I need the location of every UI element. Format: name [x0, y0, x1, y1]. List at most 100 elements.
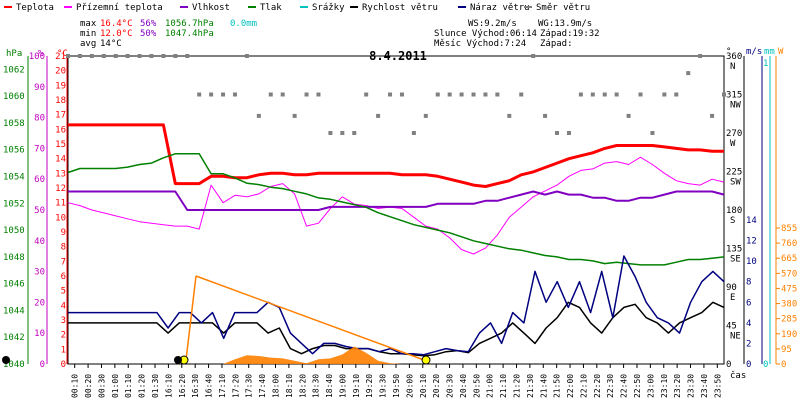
axis-pct-tick: 30 — [34, 268, 45, 278]
x-tick-label: 20:40 — [459, 374, 468, 398]
axis-dir-tick: 180 — [726, 206, 742, 216]
axis-ms-label: m/s — [746, 47, 762, 57]
x-tick-label: 17:40 — [258, 374, 267, 398]
stats-press-0: 1056.7hPa — [165, 19, 214, 29]
axis-w-tick: 190 — [781, 330, 797, 340]
axis-hpa-label: hPa — [6, 49, 22, 59]
axis-w-tick: 855 — [781, 224, 797, 234]
x-tick-label: 22:20 — [593, 374, 602, 398]
legend-label-3: Tlak — [260, 3, 282, 13]
axis-ms-tick: 2 — [746, 339, 751, 349]
wind-dir-point — [376, 113, 381, 118]
x-tick-label: 00:10 — [71, 374, 80, 398]
axis-hpa-tick: 1054 — [3, 173, 25, 183]
axis-pct-tick: 100 — [29, 52, 45, 62]
x-tick-label: 19:00 — [338, 374, 347, 398]
axis-dir-compass: NW — [730, 101, 741, 111]
wind-dir-point — [304, 92, 309, 97]
x-tick-label: 23:40 — [700, 374, 709, 398]
x-tick-label: 16:40 — [205, 374, 214, 398]
x-tick-label: 01:10 — [124, 374, 133, 398]
x-tick-label: 19:50 — [392, 374, 401, 398]
axis-hpa-tick: 1044 — [3, 306, 25, 316]
legend-label-0: Teplota — [16, 3, 54, 13]
wind-dir-point — [638, 92, 643, 97]
info-moon: Měsíc Východ:7:24 — [434, 39, 526, 49]
x-tick-label: 22:00 — [566, 374, 575, 398]
x-tick-label: 00:20 — [84, 374, 93, 398]
wind-dir-point — [507, 113, 512, 118]
axis-w-tick: 665 — [781, 254, 797, 264]
wind-dir-point — [364, 92, 369, 97]
x-tick-label: 18:40 — [325, 374, 334, 398]
axis-hpa-tick: 1058 — [3, 119, 25, 129]
wind-dir-point — [662, 92, 667, 97]
wind-dir-point — [89, 54, 94, 58]
chart-title: 8.4.2011 — [369, 49, 427, 63]
legend-label-7: Směr větru — [536, 3, 590, 13]
x-tick-label: 22:50 — [633, 374, 642, 398]
axis-pct-tick: 70 — [34, 144, 45, 154]
wind-dir-point — [590, 92, 595, 97]
x-tick-label: 18:10 — [285, 374, 294, 398]
x-tick-label: 21:00 — [486, 374, 495, 398]
wind-dir-point — [113, 54, 118, 58]
wind-dir-point — [292, 113, 297, 118]
axis-w-tick: 760 — [781, 239, 797, 249]
stats-temp-0: 16.4°C — [100, 19, 133, 29]
wind-dir-point — [244, 54, 249, 58]
legend-label-5: Rychlost větru — [362, 3, 438, 13]
axis-hpa-tick: 1040 — [3, 360, 25, 370]
axis-hpa-tick: 1046 — [3, 280, 25, 290]
axis-degc-tick: 5 — [61, 287, 66, 297]
wind-dir-point — [185, 54, 190, 58]
wind-dir-point — [268, 92, 273, 97]
axis-degc-tick: 12 — [55, 184, 66, 194]
sunset-marker — [421, 355, 431, 365]
stats-label-2: avg — [80, 39, 96, 49]
axis-hpa-tick: 1056 — [3, 146, 25, 156]
axis-mm-tick: 0 — [763, 360, 768, 370]
x-tick-label: 19:30 — [379, 374, 388, 398]
wind-dir-point — [221, 92, 226, 97]
x-tick-label: 16:30 — [191, 374, 200, 398]
x-tick-label: 16:10 — [164, 374, 173, 398]
x-tick-label: 23:20 — [673, 374, 682, 398]
x-tick-label: 21:40 — [539, 374, 548, 398]
axis-ms-tick: 0 — [746, 360, 751, 370]
wind-dir-point — [447, 92, 452, 97]
info-wg: WG:13.9m/s — [538, 19, 592, 29]
wind-dir-point — [519, 92, 524, 97]
wind-dir-point — [256, 113, 261, 118]
axis-pct-tick: 0 — [40, 360, 45, 370]
axis-dir-compass: SW — [730, 178, 741, 188]
axis-degc-tick: 8 — [61, 243, 66, 253]
axis-degc-tick: 21 — [55, 52, 66, 62]
axis-degc-tick: 18 — [55, 96, 66, 106]
axis-hpa-tick: 1050 — [3, 226, 25, 236]
x-tick-label: 20:50 — [472, 374, 481, 398]
x-tick-label: 20:00 — [405, 374, 414, 398]
legend-label-6: Náraz větru — [470, 3, 530, 13]
legend-label-2: Vlhkost — [192, 3, 230, 13]
x-tick-label: 18:30 — [312, 374, 321, 398]
wind-dir-point — [566, 131, 571, 135]
wind-dir-point — [650, 131, 655, 135]
x-tick-label: 19:20 — [365, 374, 374, 398]
x-tick-label: 17:10 — [218, 374, 227, 398]
wind-dir-point — [423, 113, 428, 118]
x-tick-label: 18:20 — [298, 374, 307, 398]
wind-dir-point — [340, 131, 345, 135]
axis-hpa-tick: 1048 — [3, 253, 25, 263]
x-tick-label: 17:30 — [245, 374, 254, 398]
x-tick-label: 00:30 — [97, 374, 106, 398]
axis-degc-tick: 9 — [61, 228, 66, 238]
axis-pct-tick: 40 — [34, 237, 45, 247]
x-tick-label: 01:00 — [111, 374, 120, 398]
stats-temp-2: 14°C — [100, 39, 122, 49]
axis-w-tick: 285 — [781, 315, 797, 325]
x-tick-label: 22:10 — [579, 374, 588, 398]
wind-dir-point — [614, 92, 619, 97]
axis-ms-tick: 4 — [746, 319, 751, 329]
